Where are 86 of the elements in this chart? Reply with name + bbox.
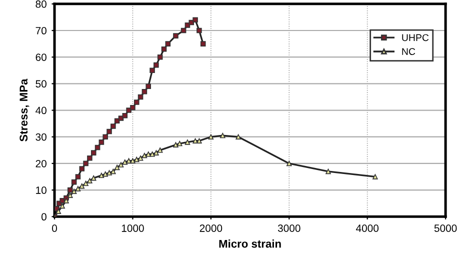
- point: [94, 144, 100, 150]
- point: [200, 41, 206, 46]
- y-tick-label: 10: [36, 186, 46, 194]
- y-tick-label: 80: [36, 0, 46, 8]
- x-tick-label: 4000: [356, 224, 379, 232]
- x-tick-label: 0: [52, 224, 57, 232]
- y-tick-label: 20: [36, 160, 46, 168]
- point: [64, 198, 69, 204]
- point: [196, 138, 202, 144]
- point: [126, 158, 132, 164]
- point: [126, 108, 132, 113]
- point: [114, 164, 120, 170]
- y-tick-label: 70: [36, 27, 46, 34]
- point: [110, 168, 116, 174]
- point: [83, 160, 88, 166]
- point: [192, 17, 198, 23]
- point: [157, 148, 163, 153]
- point: [177, 140, 182, 146]
- legend-label: UHPC: [402, 34, 429, 42]
- point: [102, 171, 108, 177]
- x-tick-label: 5000: [434, 224, 457, 232]
- point: [165, 41, 171, 46]
- y-axis-title: Stress, MPa: [20, 78, 30, 142]
- point: [75, 174, 81, 180]
- point: [150, 68, 155, 74]
- x-tick-label: 3000: [278, 224, 300, 232]
- point: [161, 46, 167, 52]
- point: [118, 162, 124, 168]
- point: [83, 180, 88, 186]
- point: [98, 172, 104, 178]
- point: [75, 186, 81, 192]
- point: [122, 159, 128, 165]
- point: [142, 89, 148, 94]
- point: [106, 128, 112, 134]
- point: [286, 160, 292, 166]
- x-tick-label: 2000: [200, 224, 222, 232]
- point: [372, 174, 378, 180]
- point: [106, 170, 112, 176]
- point: [79, 183, 85, 189]
- point: [134, 156, 140, 162]
- point: [236, 134, 241, 140]
- point: [87, 178, 92, 184]
- y-tick-label: 30: [36, 133, 46, 141]
- point: [122, 112, 128, 118]
- x-tick-label: 1000: [122, 224, 144, 232]
- point: [173, 33, 178, 38]
- point: [138, 94, 144, 100]
- y-tick-label: 40: [36, 106, 46, 114]
- point: [326, 168, 331, 174]
- point: [157, 54, 163, 60]
- point: [98, 140, 104, 145]
- legend-label: NC: [402, 48, 416, 55]
- point: [71, 179, 77, 185]
- point: [138, 155, 144, 161]
- point: [146, 84, 152, 89]
- point: [60, 203, 65, 209]
- point: [184, 140, 190, 145]
- point: [134, 100, 140, 105]
- point: [146, 152, 152, 157]
- point: [79, 166, 85, 172]
- point: [87, 155, 92, 161]
- point: [118, 116, 124, 121]
- point: [68, 187, 73, 193]
- y-tick-label: 50: [36, 80, 46, 88]
- point: [102, 134, 108, 140]
- point: [154, 150, 159, 156]
- point: [192, 138, 198, 144]
- point: [196, 28, 202, 34]
- point: [56, 208, 62, 214]
- point: [110, 124, 116, 129]
- point: [208, 134, 214, 140]
- point: [173, 142, 178, 148]
- point: [142, 152, 148, 158]
- point: [71, 188, 77, 194]
- point: [68, 192, 73, 198]
- point: [150, 152, 155, 157]
- point: [130, 158, 136, 164]
- point: [90, 175, 96, 181]
- point: [154, 62, 159, 68]
- point: [90, 150, 96, 156]
- y-tick-label: 60: [36, 54, 46, 61]
- point: [130, 104, 136, 110]
- point: [180, 28, 186, 34]
- y-tick-label: 0: [41, 213, 46, 221]
- point: [220, 132, 226, 138]
- x-axis-title: Micro strain: [219, 240, 281, 248]
